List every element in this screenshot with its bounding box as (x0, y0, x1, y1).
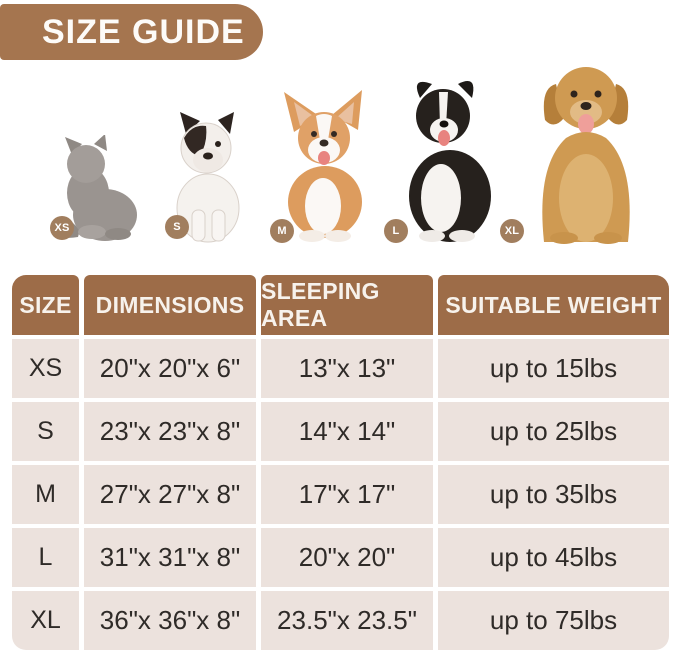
table-cell-sleeping-area: 13"x 13" (261, 339, 433, 398)
page-title: SIZE GUIDE (42, 12, 245, 51)
size-table: SIZE DIMENSIONS SLEEPING AREA SUITABLE W… (12, 275, 669, 650)
table-cell-sleeping-area: 17"x 17" (261, 465, 433, 524)
animal-size-strip: XS S M L XL (0, 0, 679, 260)
table-cell-size: XL (12, 591, 79, 650)
corgi-icon (284, 90, 362, 242)
table-cell-suitable-weight: up to 75lbs (438, 591, 669, 650)
table-cell-suitable-weight: up to 15lbs (438, 339, 669, 398)
size-badge-s: S (165, 215, 189, 239)
table-cell-suitable-weight: up to 35lbs (438, 465, 669, 524)
border-collie-icon (409, 81, 491, 242)
table-cell-dimensions: 36"x 36"x 8" (84, 591, 256, 650)
column-header-suitable-weight: SUITABLE WEIGHT (438, 275, 669, 335)
table-cell-suitable-weight: up to 45lbs (438, 528, 669, 587)
table-cell-size: XS (12, 339, 79, 398)
table-cell-sleeping-area: 20"x 20" (261, 528, 433, 587)
column-header-size: SIZE (12, 275, 79, 335)
table-cell-dimensions: 27"x 27"x 8" (84, 465, 256, 524)
table-cell-dimensions: 31"x 31"x 8" (84, 528, 256, 587)
column-header-dimensions: DIMENSIONS (84, 275, 256, 335)
size-badge-xl: XL (500, 219, 524, 243)
table-cell-size: M (12, 465, 79, 524)
size-badge-xs: XS (50, 216, 74, 240)
table-cell-sleeping-area: 14"x 14" (261, 402, 433, 461)
table-cell-size: L (12, 528, 79, 587)
table-cell-suitable-weight: up to 25lbs (438, 402, 669, 461)
size-badge-l: L (384, 219, 408, 243)
column-header-sleeping-area: SLEEPING AREA (261, 275, 433, 335)
size-badge-m: M (270, 219, 294, 243)
golden-retriever-icon (542, 67, 630, 244)
cat-icon (56, 135, 137, 241)
table-cell-size: S (12, 402, 79, 461)
french-bulldog-icon (176, 112, 240, 243)
table-cell-dimensions: 20"x 20"x 6" (84, 339, 256, 398)
table-cell-dimensions: 23"x 23"x 8" (84, 402, 256, 461)
title-banner: SIZE GUIDE (0, 4, 263, 60)
table-cell-sleeping-area: 23.5"x 23.5" (261, 591, 433, 650)
